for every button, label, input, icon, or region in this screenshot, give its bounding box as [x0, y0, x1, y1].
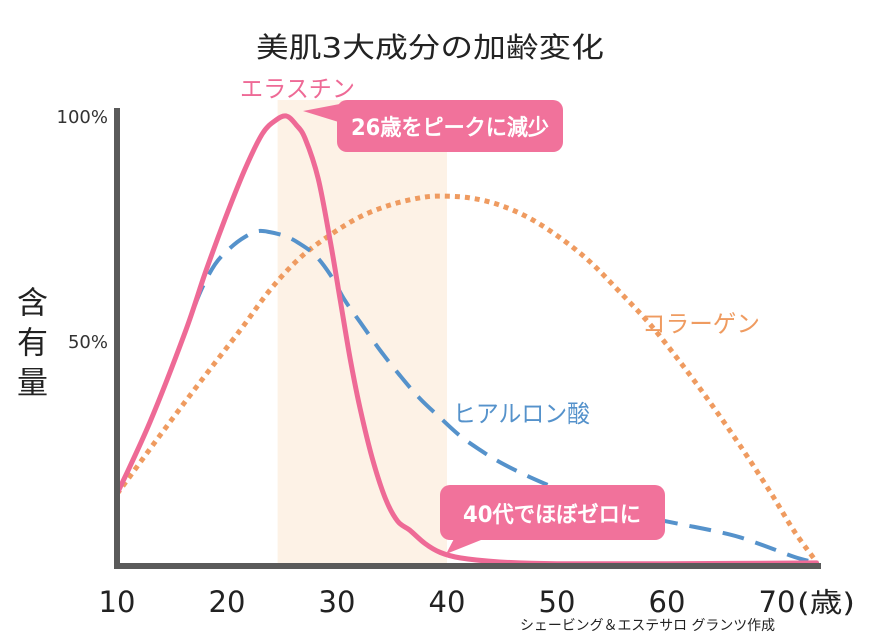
x-tick-label: 10: [99, 585, 136, 619]
callout-peak-pointer: [303, 103, 345, 124]
x-tick-label: 50: [539, 585, 576, 619]
callout-peak-text: 26歳をピークに減少: [351, 116, 549, 141]
callout-zero-text: 40代でほぼゼロに: [463, 503, 641, 528]
series-line-2: [115, 228, 818, 565]
x-tick-label: 20: [209, 585, 246, 619]
x-tick-label: 30: [319, 585, 356, 619]
credit-text: シェービング＆エステサロ グランツ作成: [520, 618, 775, 634]
y-axis-label: 含有量: [11, 286, 47, 406]
x-axis-unit-label: (歳): [797, 588, 855, 619]
callout-zero: 40代でほぼゼロに: [440, 485, 665, 554]
highlight-layer: [277, 100, 447, 566]
x-tick-label: 40: [429, 585, 466, 619]
series-line-1: [114, 113, 820, 567]
series-label-2: ヒアルロン酸: [453, 400, 590, 428]
x-tick-label: 60: [649, 585, 686, 619]
y-tick-label: 100%: [57, 107, 108, 128]
series-line-3: [114, 193, 819, 564]
series-label-1: エラスチン: [240, 75, 355, 103]
chart-title: 美肌3大成分の加齢変化: [256, 31, 604, 64]
y-tick-label: 50%: [68, 332, 108, 353]
callout-zero-box: [440, 485, 665, 540]
x-tick-label: 70: [759, 585, 796, 619]
series-layer: [114, 113, 820, 567]
callout-peak-box: [337, 100, 563, 152]
tick-layer: 10 20 30 40 50 60 70 100% 50%: [57, 107, 796, 619]
highlight-band: [277, 100, 447, 566]
series-label-3: コラーゲン: [642, 310, 760, 338]
callout-peak: 26歳をピークに減少: [303, 100, 563, 152]
